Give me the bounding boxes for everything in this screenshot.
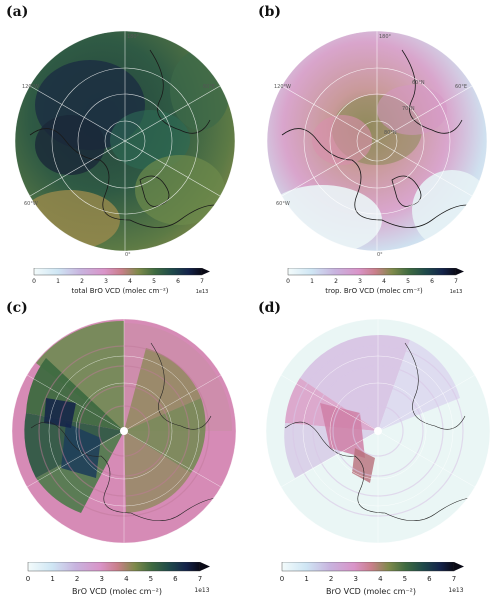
colorbar-tick: 2 [329,575,333,583]
colorbar-tick: 5 [403,575,407,583]
colorbar-tick: 3 [358,278,362,285]
meridian-label: 120°W [22,84,39,90]
meridian-label: 180° [379,34,392,40]
colorbar-tick: 1 [56,278,60,285]
colorbar-tick: 6 [176,278,180,285]
parallel-label: 60°N [412,80,425,86]
colorbar-tick: 7 [452,575,456,583]
map-panel-d [265,318,491,544]
colorbar-tick: 0 [286,278,290,285]
pole-marker [374,427,382,435]
colorbar-tick: 5 [149,575,153,583]
colorbar-tick: 0 [32,278,36,285]
map-panel-a: 180° 60°E 0° 60°W 120°W [14,30,236,258]
meridian-label: 60°W [276,201,290,207]
panel-label-b: (b) [258,4,282,20]
meridian-label: 60°W [24,201,38,207]
colorbar-exponent: 1e13 [196,289,209,295]
colorbar-tick: 7 [200,278,204,285]
colorbar-tick: 4 [128,278,132,285]
colorbar-tick: 0 [280,575,284,583]
colorbar-title: total BrO VCD (molec cm⁻²) [72,287,169,295]
meridian-label: 60°E [455,84,467,90]
colorbar-c: 0 1 2 3 4 5 6 7 BrO VCD (molec cm⁻²) 1e1… [26,562,210,596]
colorbar-tick: 0 [26,575,30,583]
colorbar-d: 0 1 2 3 4 5 6 7 BrO VCD (molec cm⁻²) 1e1… [280,562,464,596]
meridian-label: 0° [377,252,383,258]
colorbar-tick: 3 [104,278,108,285]
colorbar-tick: 1 [50,575,54,583]
colorbar-tick: 6 [430,278,434,285]
panel-label-a: (a) [6,4,29,20]
colorbar-tick: 4 [124,575,129,583]
colorbar-exponent: 1e13 [194,587,209,594]
colorbar-exponent: 1e13 [448,587,463,594]
colorbar-title: BrO VCD (molec cm⁻²) [326,587,416,596]
meridian-label: 120°W [274,84,291,90]
pole-marker [120,427,128,435]
map-panel-c [11,318,237,544]
map-panel-b: 180° 60°E 0° 60°W 120°W 60°N 70°N 80°N [266,30,488,258]
colorbar-tick: 1 [310,278,314,285]
colorbar-title: BrO VCD (molec cm⁻²) [72,587,162,596]
colorbar-tick: 7 [454,278,458,285]
colorbar-tick: 4 [378,575,383,583]
parallel-label: 70°N [402,106,415,112]
meridian-label: 180° [127,34,140,40]
colorbar-tick: 6 [427,575,432,583]
colorbar-tick: 5 [152,278,156,285]
colorbar-tick: 1 [304,575,308,583]
colorbar-tick: 2 [334,278,338,285]
colorbar-tick: 4 [382,278,386,285]
parallel-label: 80°N [384,130,397,136]
colorbar-b: 0 1 2 3 4 5 6 7 trop. BrO VCD (molec cm⁻… [286,268,464,295]
colorbar-tick: 3 [353,575,357,583]
colorbar-title: trop. BrO VCD (molec cm⁻²) [325,287,423,295]
colorbar-tick: 3 [99,575,103,583]
meridian-label: 0° [125,252,131,258]
colorbar-tick: 2 [75,575,79,583]
colorbar-a: 0 1 2 3 4 5 6 7 total BrO VCD (molec cm⁻… [32,268,210,295]
colorbar-tick: 5 [406,278,410,285]
colorbar-tick: 2 [80,278,84,285]
panel-label-d: (d) [258,300,282,316]
colorbar-tick: 7 [198,575,202,583]
colorbar-tick: 6 [173,575,178,583]
colorbar-exponent: 1e13 [450,289,463,295]
meridian-label: 60°E [203,84,215,90]
panel-label-c: (c) [6,300,28,316]
